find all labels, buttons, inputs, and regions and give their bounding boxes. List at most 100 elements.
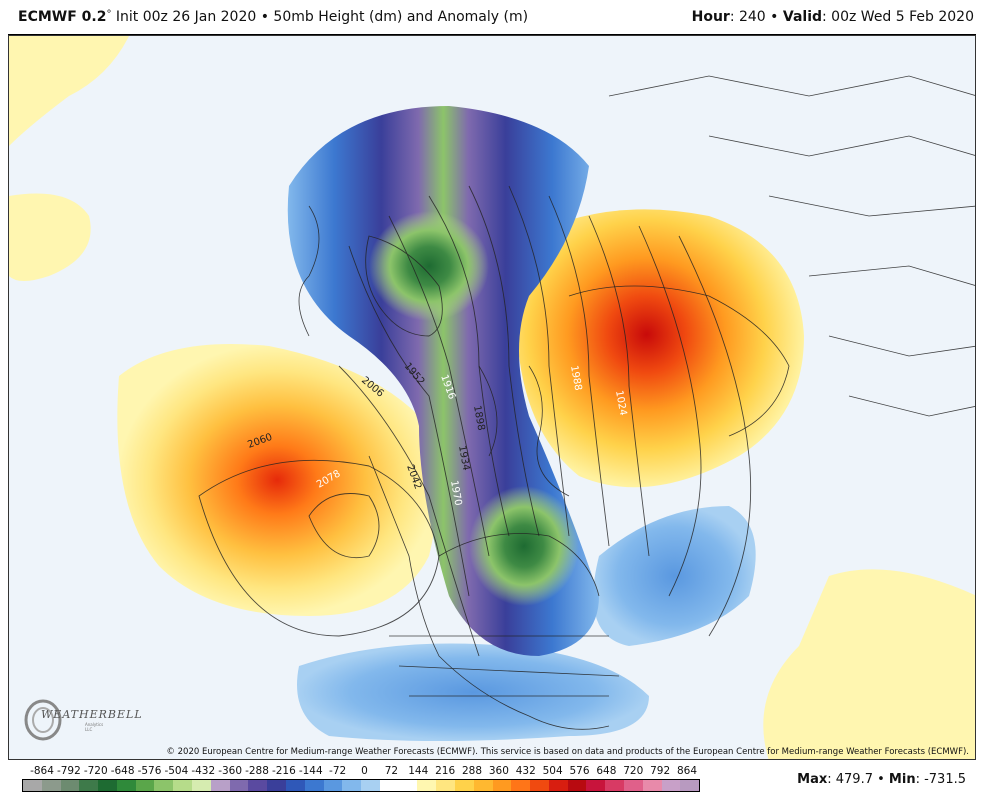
logo-subtitle: Analytics LLC xyxy=(85,722,104,732)
colorbar-swatch xyxy=(173,780,193,791)
colorbar-swatch xyxy=(135,780,155,791)
colorbar-tick-label: 72 xyxy=(384,765,399,777)
weather-map[interactable]: 1952 1916 1898 1934 1970 2006 2060 2078 … xyxy=(8,35,976,760)
colorbar-swatch xyxy=(323,780,343,791)
colorbar-swatch xyxy=(473,780,493,791)
colorbar-tick-label: 504 xyxy=(542,765,563,777)
colorbar-swatch xyxy=(492,780,512,791)
colorbar-swatch xyxy=(116,780,136,791)
colorbar-swatch xyxy=(285,780,305,791)
map-canvas: 1952 1916 1898 1934 1970 2006 2060 2078 … xyxy=(9,36,975,759)
colorbar-swatch xyxy=(60,780,80,791)
colorbar-swatch xyxy=(41,780,61,791)
colorbar-tick-label: -288 xyxy=(245,765,269,777)
vortex-core-south xyxy=(469,486,579,606)
anomaly-blue-us xyxy=(297,643,649,741)
max-value: : 479.7 • xyxy=(827,772,889,787)
model-name: ECMWF 0.2 xyxy=(18,9,107,25)
colorbar-swatch xyxy=(586,780,606,791)
vortex-core-north xyxy=(369,211,489,321)
colorbar-swatch xyxy=(511,780,531,791)
colorbar-tick-label: -576 xyxy=(137,765,162,777)
colorbar-tick-label: 288 xyxy=(461,765,483,777)
colorbar-swatch xyxy=(436,780,455,791)
colorbar-swatch xyxy=(210,780,230,791)
colorbar-swatch xyxy=(680,780,700,791)
max-min-stats: Max: 479.7 • Min: -731.5 xyxy=(797,772,966,787)
colorbar-tick-label: -216 xyxy=(271,765,296,777)
colorbar-swatch xyxy=(79,780,99,791)
colorbar-tick-label: 432 xyxy=(515,765,536,777)
colorbar-tick-label: -144 xyxy=(298,765,323,777)
contour-label: 1970 xyxy=(448,480,463,507)
colorbar-swatch xyxy=(229,780,249,791)
anomaly-europe-high xyxy=(517,209,804,488)
colorbar-swatch xyxy=(154,780,174,791)
hour-value: : 240 • xyxy=(729,9,783,25)
colorbar-swatch xyxy=(398,780,418,791)
colorbar-swatch xyxy=(454,780,474,791)
colorbar-tick-label: 360 xyxy=(488,765,509,777)
colorbar-tick-label: -432 xyxy=(191,765,216,777)
colorbar-swatch xyxy=(342,780,362,791)
contour-label: 1934 xyxy=(456,445,471,472)
colorbar-tick-labels: -864 -792 -720 -648 -576 -504 -432 -360 -288 -216… xyxy=(22,765,702,779)
max-label: Max xyxy=(797,772,828,787)
init-text: Init 00z 26 Jan 2020 • 50mb Height (dm) … xyxy=(111,9,529,25)
contour-label: 1024 xyxy=(613,390,628,417)
colorbar-tick-label: 576 xyxy=(569,765,590,777)
colorbar-swatch xyxy=(642,780,662,791)
colorbar-swatch xyxy=(661,780,681,791)
colorbar xyxy=(22,779,700,792)
hour-label: Hour xyxy=(691,9,730,25)
colorbar-tick-label: 144 xyxy=(408,765,429,777)
anomaly-yellow-nw xyxy=(9,36,129,146)
colorbar-swatch xyxy=(567,780,587,791)
colorbar-tick-label: -648 xyxy=(110,765,135,777)
colorbar-swatch xyxy=(23,780,42,791)
colorbar-swatch xyxy=(379,780,399,791)
valid-label: Valid xyxy=(782,9,823,25)
coastlines xyxy=(298,75,975,730)
anomaly-pacific-high xyxy=(117,344,437,616)
contour-label: 1898 xyxy=(471,405,486,432)
colorbar-swatch xyxy=(605,780,624,791)
colorbar-tick-label: 0 xyxy=(361,765,368,777)
colorbar-swatch xyxy=(98,780,117,791)
colorbar-swatch xyxy=(624,780,643,791)
colorbar-swatch xyxy=(248,780,268,791)
colorbar-swatch xyxy=(304,780,324,791)
header-left: ECMWF 0.2° Init 00z 26 Jan 2020 • 50mb H… xyxy=(18,9,528,25)
colorbar-tick-label: -72 xyxy=(329,765,347,777)
map-header: ECMWF 0.2° Init 00z 26 Jan 2020 • 50mb H… xyxy=(0,0,984,34)
colorbar-tick-label: -792 xyxy=(56,765,81,777)
colorbar-tick-label: 720 xyxy=(623,765,644,777)
colorbar-tick-label: 864 xyxy=(676,765,698,777)
contour-label: 1988 xyxy=(568,365,583,392)
colorbar-tick-label: 792 xyxy=(650,765,671,777)
map-footer: -864 -792 -720 -648 -576 -504 -432 -360 -288 -216… xyxy=(0,760,984,808)
height-contours xyxy=(198,185,752,657)
colorbar-tick-label: -360 xyxy=(218,765,243,777)
logo-wordmark: WEATHERBELL xyxy=(41,708,143,721)
colorbar-tick-label: -720 xyxy=(83,765,108,777)
colorbar-swatch xyxy=(530,780,549,791)
logo-swirl-icon xyxy=(24,699,62,741)
anomaly-yellow-se xyxy=(763,569,975,759)
weatherbell-logo: WEATHERBELL Analytics LLC xyxy=(23,698,142,742)
colorbar-swatch xyxy=(361,780,380,791)
copyright-notice: © 2020 European Centre for Medium-range … xyxy=(166,747,969,757)
colorbar-tick-label: 648 xyxy=(596,765,617,777)
colorbar-swatch xyxy=(548,780,568,791)
colorbar-tick-label: -864 xyxy=(30,765,54,777)
min-label: Min xyxy=(888,772,916,787)
anomaly-blue-atlantic xyxy=(593,506,756,646)
valid-value: : 00z Wed 5 Feb 2020 xyxy=(822,9,974,25)
colorbar-tick-label: 216 xyxy=(435,765,456,777)
colorbar-swatch xyxy=(267,780,286,791)
header-divider xyxy=(8,34,976,35)
colorbar-tick-label: -504 xyxy=(164,765,189,777)
min-value: : -731.5 xyxy=(915,772,966,787)
degree-sign: ° xyxy=(106,9,112,20)
colorbar-swatch xyxy=(192,780,211,791)
